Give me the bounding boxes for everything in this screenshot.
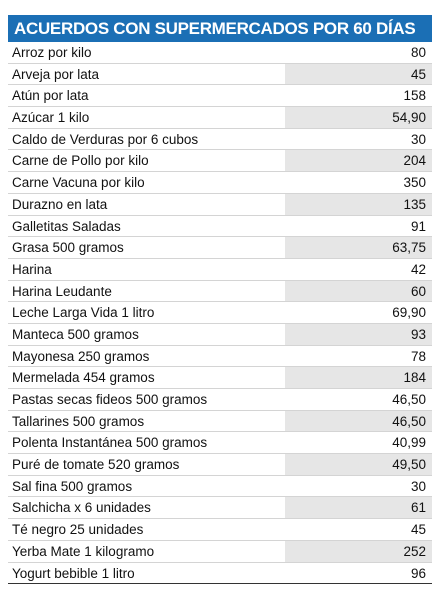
product-price: 46,50 xyxy=(392,392,426,407)
row-shade xyxy=(285,454,432,475)
product-name: Sal fina 500 gramos xyxy=(12,478,133,494)
row-shade xyxy=(285,150,432,172)
product-name: Atún por lata xyxy=(12,88,89,104)
product-price: 91 xyxy=(410,218,426,234)
table-row: Puré de tomate 520 gramos 49,50 xyxy=(8,454,432,476)
product-price: 204 xyxy=(403,153,426,169)
table-row: Manteca 500 gramos 93 xyxy=(8,323,432,346)
product-price: 184 xyxy=(403,370,426,386)
row-shade xyxy=(285,497,432,519)
product-price: 158 xyxy=(403,88,426,104)
product-price: 54,90 xyxy=(392,110,426,126)
product-name: Arveja por lata xyxy=(12,66,100,82)
table-row: Leche Larga Vida 1 litro 69,90 xyxy=(8,302,432,324)
product-price: 350 xyxy=(403,175,426,191)
table-row: Arveja por lata 45 xyxy=(8,63,432,86)
row-shade xyxy=(285,410,432,432)
product-price: 80 xyxy=(410,45,426,60)
row-shade xyxy=(285,193,432,215)
product-name: Carne de Pollo por kilo xyxy=(12,153,149,169)
product-name: Salchicha x 6 unidades xyxy=(12,500,151,516)
product-price: 42 xyxy=(410,261,426,277)
table-row: Azúcar 1 kilo 54,90 xyxy=(8,107,432,129)
table-row: Harina 42 xyxy=(8,259,432,281)
table-row: Pastas secas fideos 500 gramos 46,50 xyxy=(8,389,432,411)
product-name: Yerba Mate 1 kilogramo xyxy=(12,543,155,559)
table-title: ACUERDOS CON SUPERMERCADOS POR 60 DÍAS xyxy=(8,15,432,42)
product-name: Manteca 500 gramos xyxy=(12,326,139,342)
product-price: 46,50 xyxy=(392,413,426,429)
table-row: Té negro 25 unidades 45 xyxy=(8,519,432,541)
product-price: 96 xyxy=(410,565,426,581)
row-shade xyxy=(285,367,432,388)
product-name: Azúcar 1 kilo xyxy=(12,110,90,126)
table-row: Atún por lata 158 xyxy=(8,85,432,108)
row-shade xyxy=(285,280,432,302)
table-row: Galletitas Saladas 91 xyxy=(8,216,432,238)
row-shade xyxy=(285,540,432,562)
product-price: 45 xyxy=(410,522,426,538)
table-row: Carne de Pollo por kilo 204 xyxy=(8,150,432,173)
product-price: 40,99 xyxy=(392,435,426,451)
price-table: ACUERDOS CON SUPERMERCADOS POR 60 DÍAS A… xyxy=(8,15,432,585)
product-price: 61 xyxy=(410,500,426,516)
table-row: Carne Vacuna por kilo 350 xyxy=(8,172,432,194)
product-name: Arroz por kilo xyxy=(12,45,92,60)
table-row: Mermelada 454 gramos 184 xyxy=(8,367,432,389)
product-name: Polenta Instantánea 500 gramos xyxy=(12,435,208,451)
product-price: 63,75 xyxy=(392,240,426,256)
row-shade xyxy=(285,63,432,85)
product-name: Caldo de Verduras por 6 cubos xyxy=(12,131,199,147)
product-name: Galletitas Saladas xyxy=(12,218,121,234)
table-row: Durazno en lata 135 xyxy=(8,193,432,216)
product-price: 135 xyxy=(403,196,426,212)
product-price: 78 xyxy=(410,348,426,364)
table-row: Salchicha x 6 unidades 61 xyxy=(8,497,432,520)
table-row: Yogurt bebible 1 litro 96 xyxy=(8,563,432,585)
product-price: 252 xyxy=(403,543,426,559)
row-shade xyxy=(285,237,432,258)
table-row: Yerba Mate 1 kilogramo 252 xyxy=(8,540,432,563)
table-row: Caldo de Verduras por 6 cubos 30 xyxy=(8,129,432,151)
table-row: Tallarines 500 gramos 46,50 xyxy=(8,410,432,433)
product-price: 30 xyxy=(410,478,426,494)
product-name: Mermelada 454 gramos xyxy=(12,370,155,386)
product-name: Puré de tomate 520 gramos xyxy=(12,457,180,473)
product-name: Tallarines 500 gramos xyxy=(12,413,145,429)
product-name: Té negro 25 unidades xyxy=(12,522,144,538)
product-name: Carne Vacuna por kilo xyxy=(12,175,145,191)
row-shade xyxy=(285,323,432,345)
product-price: 45 xyxy=(410,66,426,82)
product-price: 69,90 xyxy=(392,305,426,321)
product-price: 49,50 xyxy=(392,457,426,473)
product-name: Pastas secas fideos 500 gramos xyxy=(12,392,208,407)
product-price: 30 xyxy=(410,131,426,147)
table-row: Arroz por kilo 80 xyxy=(8,42,432,64)
product-name: Mayonesa 250 gramos xyxy=(12,348,150,364)
table-row: Harina Leudante 60 xyxy=(8,280,432,303)
product-name: Harina xyxy=(12,261,52,277)
product-price: 60 xyxy=(410,283,426,299)
product-name: Grasa 500 gramos xyxy=(12,240,124,256)
row-shade xyxy=(285,107,432,128)
product-name: Durazno en lata xyxy=(12,196,108,212)
product-name: Harina Leudante xyxy=(12,283,112,299)
table-row: Polenta Instantánea 500 gramos 40,99 xyxy=(8,432,432,455)
table-row: Sal fina 500 gramos 30 xyxy=(8,476,432,498)
table-body: Arroz por kilo 80 Arveja por lata 45 Atún po… xyxy=(8,42,432,585)
table-row: Grasa 500 gramos 63,75 xyxy=(8,237,432,259)
product-price: 93 xyxy=(410,326,426,342)
product-name: Leche Larga Vida 1 litro xyxy=(12,305,155,321)
table-row: Mayonesa 250 gramos 78 xyxy=(8,346,432,368)
product-name: Yogurt bebible 1 litro xyxy=(12,565,135,581)
